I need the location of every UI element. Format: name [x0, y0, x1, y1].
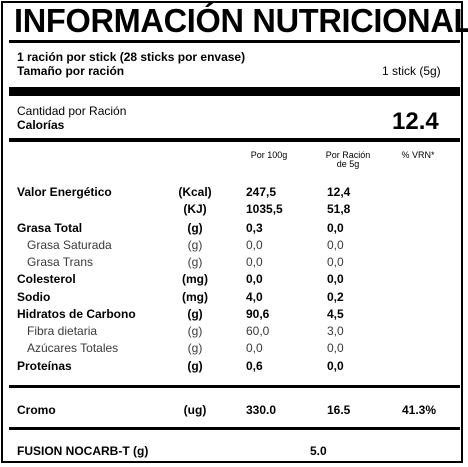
rule-cromo	[9, 427, 460, 430]
amount-per-serving-label: Cantidad por Ración	[17, 104, 127, 118]
nutrient-perserving: 3,0	[327, 324, 344, 338]
calories-value: 12.4	[392, 108, 439, 135]
serving-size-value: 1 stick (5g)	[382, 64, 441, 78]
nutrient-unit: (Kcal)	[178, 185, 212, 199]
nutrient-unit: (g)	[187, 307, 203, 321]
nutrient-row: Grasa Saturada (g) 0,0 0,0	[0, 238, 468, 254]
nutrient-row: Sodio (mg) 4,0 0,2	[0, 290, 468, 306]
nutrient-label: Grasa Trans	[27, 255, 94, 269]
rule-thick-serving	[9, 87, 460, 96]
nutrient-perserving: 0,0	[327, 238, 344, 252]
nutrient-label: Sodio	[17, 290, 51, 304]
fusion-value: 5.0	[310, 444, 327, 458]
nutrient-per100: 1035,5	[246, 202, 283, 216]
col-header-perserving-line2: de 5g	[336, 159, 360, 169]
nutrient-unit: (g)	[187, 324, 203, 338]
nutrient-per100: 0,6	[246, 359, 263, 373]
nutrient-label: Grasa Total	[17, 221, 83, 235]
cromo-perserving: 16.5	[327, 403, 351, 417]
rule-top	[9, 40, 460, 43]
nutrient-unit: (g)	[187, 341, 203, 355]
nutrient-unit: (g)	[187, 359, 203, 373]
cromo-label: Cromo	[17, 403, 56, 417]
calories-label: Calorías	[17, 118, 65, 132]
nutrient-unit: (mg)	[182, 290, 208, 304]
nutrient-row: Grasa Total (g) 0,3 0,0	[0, 221, 468, 237]
nutrient-row: Azúcares Totales (g) 0,0 0,0	[0, 341, 468, 357]
cromo-unit: (ug)	[183, 403, 207, 417]
fusion-row: FUSION NOCARB-T (g) 5.0	[0, 444, 468, 460]
nutrient-unit: (g)	[187, 255, 203, 269]
rule-calories	[9, 138, 460, 142]
nutrient-perserving: 0,0	[327, 221, 344, 235]
nutrient-label: Valor Energético	[17, 185, 112, 199]
cromo-vrn: 41.3%	[402, 403, 437, 417]
label-title: INFORMACIÓN NUTRICIONAL	[14, 2, 468, 39]
cromo-per100: 330.0	[246, 403, 277, 417]
cromo-row: Cromo (ug) 330.0 16.5 41.3%	[0, 403, 468, 419]
nutrient-perserving: 0,0	[327, 359, 344, 373]
nutrient-label: Hidratos de Carbono	[17, 307, 136, 321]
nutrient-perserving: 0,0	[327, 341, 344, 355]
nutrient-label: Grasa Saturada	[27, 238, 112, 252]
nutrient-row: Proteínas (g) 0,6 0,0	[0, 359, 468, 375]
rule-proteins	[9, 385, 460, 388]
nutrient-unit: (KJ)	[183, 202, 207, 216]
nutrient-label: Proteínas	[17, 359, 72, 373]
nutrient-perserving: 0,2	[327, 290, 344, 304]
nutrient-per100: 0,0	[246, 341, 263, 355]
nutrient-per100: 0,0	[246, 238, 263, 252]
nutrient-unit: (g)	[187, 221, 203, 235]
nutrient-per100: 0,0	[246, 272, 263, 286]
serving-size-label: Tamaño por ración	[17, 64, 125, 78]
nutrient-perserving: 0,0	[327, 272, 344, 286]
nutrient-label: Colesterol	[17, 272, 76, 286]
nutrient-label: Fibra dietaria	[27, 324, 98, 338]
servings-per-container: 1 ración por stick (28 sticks por envase…	[17, 50, 246, 64]
nutrient-per100: 0,0	[246, 255, 263, 269]
nutrient-row: Hidratos de Carbono (g) 90,6 4,5	[0, 307, 468, 323]
nutrient-label: Azúcares Totales	[27, 341, 119, 355]
nutrient-unit: (g)	[187, 238, 203, 252]
nutrient-per100: 0,3	[246, 221, 263, 235]
nutrient-perserving: 0,0	[327, 255, 344, 269]
nutrient-perserving: 12,4	[327, 185, 351, 199]
fusion-label: FUSION NOCARB-T (g)	[17, 444, 149, 458]
col-header-perserving: Por Ración de 5g	[320, 151, 376, 169]
col-header-perserving-line1: Por Ración	[325, 150, 371, 160]
nutrient-per100: 247,5	[246, 185, 277, 199]
nutrient-per100: 4,0	[246, 290, 263, 304]
nutrient-row: Fibra dietaria (g) 60,0 3,0	[0, 324, 468, 340]
nutrient-row: Grasa Trans (g) 0,0 0,0	[0, 255, 468, 271]
nutrient-perserving: 4,5	[327, 307, 344, 321]
col-header-per100: Por 100g	[250, 150, 288, 160]
nutrition-label-frame	[1, 1, 463, 463]
nutrient-per100: 90,6	[246, 307, 270, 321]
nutrient-row: Valor Energético (Kcal) 247,5 12,4	[0, 185, 468, 201]
nutrient-per100: 60,0	[246, 324, 270, 338]
nutrient-unit: (mg)	[182, 272, 208, 286]
col-header-vrn: % VRN*	[401, 150, 435, 160]
nutrient-perserving: 51,8	[327, 202, 351, 216]
nutrient-row: (KJ) 1035,5 51,8	[0, 202, 468, 218]
nutrient-row: Colesterol (mg) 0,0 0,0	[0, 272, 468, 288]
